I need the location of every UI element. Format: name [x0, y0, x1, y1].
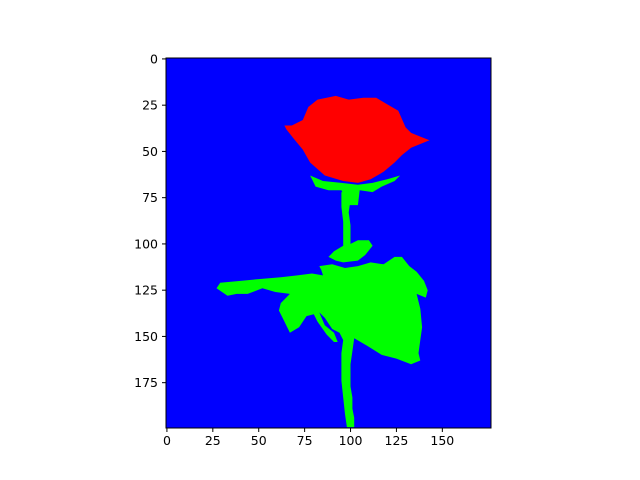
- y-axis: 0 25 50 75 100 125 150 175: [134, 51, 166, 390]
- x-axis: 0 25 50 75 100 125 150: [163, 428, 454, 448]
- x-tick-label: 100: [339, 433, 363, 448]
- x-tick-label: 50: [251, 433, 267, 448]
- stem-leaf-region-1: [310, 175, 401, 206]
- axes-frame: [165, 57, 492, 429]
- y-tick-label: 150: [134, 329, 158, 344]
- y-tick-label: 175: [134, 375, 158, 390]
- y-tick-label: 100: [134, 236, 158, 251]
- x-tick-label: 150: [430, 433, 454, 448]
- stem-leaf-region-3: [216, 256, 428, 428]
- x-tick-label: 25: [205, 433, 221, 448]
- flower-region: [284, 95, 430, 183]
- y-tick-label: 50: [142, 144, 158, 159]
- x-tick-label: 0: [163, 433, 171, 448]
- x-tick-label: 75: [297, 433, 313, 448]
- y-tick-label: 0: [150, 51, 158, 66]
- y-tick-label: 25: [142, 98, 158, 113]
- axes-border: [165, 57, 492, 429]
- y-tick-label: 125: [134, 283, 158, 298]
- y-tick-label: 75: [142, 190, 158, 205]
- plot-area: [166, 58, 491, 428]
- x-tick-label: 125: [385, 433, 409, 448]
- stem-leaf-region-2: [328, 192, 373, 263]
